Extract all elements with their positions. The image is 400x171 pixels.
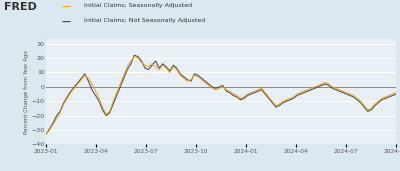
Text: —: — bbox=[62, 18, 71, 27]
Text: Initial Claims; Seasonally Adjusted: Initial Claims; Seasonally Adjusted bbox=[84, 3, 192, 8]
Text: —: — bbox=[62, 3, 71, 12]
Text: FRED: FRED bbox=[4, 2, 37, 12]
Text: Initial Claims; Not Seasonally Adjusted: Initial Claims; Not Seasonally Adjusted bbox=[84, 18, 205, 23]
Y-axis label: Percent Change from Year Ago: Percent Change from Year Ago bbox=[24, 50, 29, 134]
